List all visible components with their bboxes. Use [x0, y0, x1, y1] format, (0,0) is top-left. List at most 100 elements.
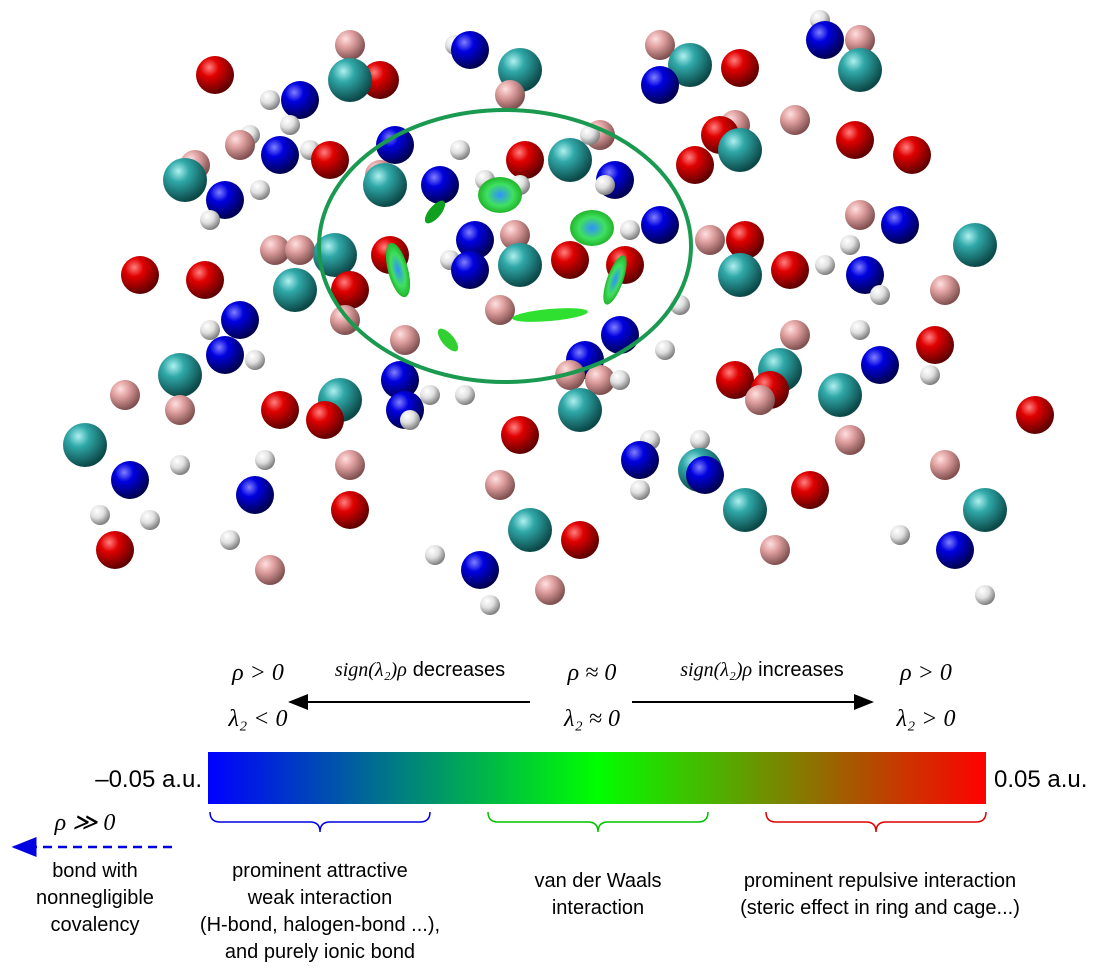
atom [601, 316, 639, 354]
atom [806, 21, 844, 59]
atom [485, 295, 515, 325]
bracket [210, 812, 430, 832]
atom [140, 510, 160, 530]
surface [478, 177, 522, 213]
atom [280, 115, 300, 135]
atom [255, 555, 285, 585]
atom [455, 385, 475, 405]
atom [260, 90, 280, 110]
atom [200, 320, 220, 340]
atom [595, 175, 615, 195]
region-label: (H-bond, halogen-bond ...), [200, 914, 440, 936]
atom [261, 136, 299, 174]
expr: sign(λ₂)ρ [680, 659, 752, 681]
atom [881, 206, 919, 244]
colorbar-max: 0.05 a.u. [994, 766, 1087, 793]
atom [845, 200, 875, 230]
atom [90, 505, 110, 525]
atom [281, 81, 319, 119]
atom [250, 180, 270, 200]
atom [963, 488, 1007, 532]
atom [425, 545, 445, 565]
atom [780, 105, 810, 135]
rho-label: ρ > 0 [231, 660, 284, 686]
atom [558, 388, 602, 432]
lambda-label: λ₂ ≈ 0 [563, 706, 620, 732]
word: decreases [413, 659, 505, 681]
atom [975, 585, 995, 605]
atom [893, 136, 931, 174]
arrow-caption: sign(λ₂)ρ decreases [335, 659, 505, 681]
atom [835, 425, 865, 455]
atom [63, 423, 107, 467]
atom [163, 158, 207, 202]
atom [311, 141, 349, 179]
surface [434, 325, 461, 354]
atom [718, 128, 762, 172]
surface [570, 210, 614, 246]
surface [512, 306, 589, 325]
atom [620, 220, 640, 240]
atom [461, 551, 499, 589]
atom [676, 146, 714, 184]
atom [335, 450, 365, 480]
atom [498, 243, 542, 287]
atom [818, 373, 862, 417]
atom [480, 595, 500, 615]
atom [561, 521, 599, 559]
atom [850, 320, 870, 340]
atom [420, 385, 440, 405]
atom [245, 350, 265, 370]
atom [723, 488, 767, 532]
atom [641, 206, 679, 244]
atom [508, 508, 552, 552]
atom [328, 58, 372, 102]
covalency-label: nonnegligible [36, 887, 154, 909]
region-label: interaction [552, 897, 644, 919]
lambda-label: λ₂ > 0 [896, 706, 956, 732]
rho-label: ρ ≈ 0 [567, 660, 617, 686]
atom [838, 48, 882, 92]
lambda-label: λ₂ < 0 [228, 706, 288, 732]
atom [206, 336, 244, 374]
atom [760, 535, 790, 565]
atom [485, 470, 515, 500]
atom [236, 476, 274, 514]
atom [861, 346, 899, 384]
atom [261, 391, 299, 429]
atom [186, 261, 224, 299]
atom [273, 268, 317, 312]
expr: sign(λ₂)ρ [335, 659, 407, 681]
region-label: and purely ionic bond [225, 941, 415, 963]
atom [451, 251, 489, 289]
atom [655, 340, 675, 360]
atom [158, 353, 202, 397]
atom [551, 241, 589, 279]
atom [870, 285, 890, 305]
atom [170, 455, 190, 475]
atom [121, 256, 159, 294]
atom [690, 430, 710, 450]
rho-label: ρ ≫ 0 [54, 810, 116, 836]
atom [506, 141, 544, 179]
atom [745, 385, 775, 415]
atom [335, 30, 365, 60]
atom [920, 365, 940, 385]
atom [630, 480, 650, 500]
region-labels: bond withnonnegligiblecovalencyprominent… [36, 860, 1020, 963]
atom [400, 410, 420, 430]
atom [535, 575, 565, 605]
region-label: (steric effect in ring and cage...) [740, 897, 1020, 919]
atom [721, 49, 759, 87]
colorbar-min: –0.05 a.u. [95, 766, 202, 793]
atom [726, 221, 764, 259]
atom [285, 235, 315, 265]
atom [220, 530, 240, 550]
atom [363, 163, 407, 207]
atom [936, 531, 974, 569]
atom [930, 275, 960, 305]
atom [621, 441, 659, 479]
region-label: weak interaction [247, 887, 393, 909]
atom [330, 305, 360, 335]
